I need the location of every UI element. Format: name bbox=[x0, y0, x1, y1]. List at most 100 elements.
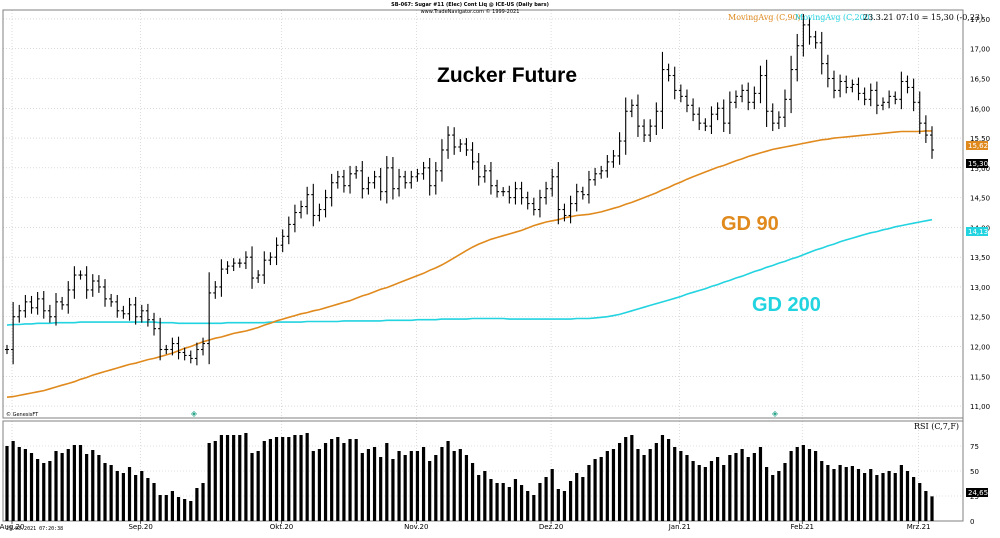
event-marker-1: ◈ bbox=[191, 409, 198, 418]
price-bar-75 bbox=[464, 138, 469, 156]
price-bar-66 bbox=[409, 170, 414, 189]
rsi-bar-37 bbox=[232, 435, 236, 521]
price-bar-57 bbox=[354, 165, 359, 179]
rsi-bar-97 bbox=[599, 457, 603, 521]
rsi-bar-92 bbox=[568, 481, 573, 521]
price-tick-label-4: 13,00 bbox=[970, 284, 990, 292]
rsi-bar-24 bbox=[152, 483, 156, 521]
rsi-bar-150 bbox=[924, 491, 928, 521]
rsi-bar-74 bbox=[458, 449, 462, 521]
rsi-bar-147 bbox=[905, 471, 910, 521]
price-bar-98 bbox=[605, 155, 610, 178]
price-bar-85 bbox=[525, 191, 530, 210]
price-bar-136 bbox=[838, 74, 843, 98]
price-bar-89 bbox=[550, 168, 555, 197]
price-bar-127 bbox=[782, 89, 787, 128]
price-bar-104 bbox=[642, 119, 647, 142]
price-bar-84 bbox=[519, 181, 524, 205]
price-tick-label-5: 13,50 bbox=[970, 254, 990, 262]
price-bar-2 bbox=[17, 304, 22, 323]
rsi-bar-107 bbox=[660, 435, 665, 521]
price-bar-60 bbox=[372, 170, 377, 189]
rsi-bar-125 bbox=[771, 475, 775, 521]
price-bar-8 bbox=[54, 293, 59, 326]
rsi-bar-28 bbox=[176, 497, 181, 521]
price-bar-37 bbox=[231, 258, 236, 272]
price-bar-45 bbox=[280, 229, 285, 253]
price-bar-67 bbox=[415, 168, 420, 182]
rsi-bar-12 bbox=[78, 445, 83, 521]
price-bar-31 bbox=[194, 342, 199, 366]
price-bar-19 bbox=[121, 305, 126, 319]
price-tick-label-9: 15,50 bbox=[970, 135, 990, 143]
price-bar-88 bbox=[544, 181, 549, 205]
price-tick-label-8: 15,00 bbox=[970, 165, 990, 173]
price-bar-62 bbox=[384, 156, 389, 204]
rsi-bar-117 bbox=[722, 465, 726, 521]
price-bar-93 bbox=[574, 183, 579, 212]
rsi-bar-30 bbox=[189, 501, 193, 521]
header-line2: www.TradeNavigator.com © 1999-2021 bbox=[421, 8, 520, 15]
price-bar-116 bbox=[715, 102, 720, 121]
x-label-3: Nov.20 bbox=[404, 523, 428, 531]
price-bar-146 bbox=[899, 71, 904, 110]
x-label-1: Sep.20 bbox=[128, 523, 152, 531]
price-tick-label-2: 12,00 bbox=[970, 344, 990, 352]
rsi-bar-94 bbox=[581, 477, 585, 521]
rsi-bar-13 bbox=[85, 454, 89, 521]
rsi-bar-103 bbox=[636, 449, 640, 521]
price-bar-64 bbox=[397, 168, 402, 197]
price-bar-126 bbox=[776, 111, 781, 130]
price-tick-label-1: 11,50 bbox=[970, 373, 990, 381]
rsi-bar-17 bbox=[109, 465, 113, 521]
rsi-tick-label-2: 50 bbox=[970, 468, 979, 476]
price-bar-135 bbox=[831, 70, 836, 99]
price-tick-label-10: 16,00 bbox=[970, 105, 990, 113]
y-axis-ticks: 11,0011,5012,0012,5013,0013,5014,0014,50… bbox=[970, 16, 990, 526]
rsi-bar-2 bbox=[17, 447, 21, 521]
price-bar-123 bbox=[758, 65, 763, 104]
rsi-bar-54 bbox=[336, 437, 340, 521]
rsi-value-label: 24,65 bbox=[968, 489, 988, 497]
rsi-bar-67 bbox=[415, 451, 420, 521]
price-bar-36 bbox=[225, 261, 230, 275]
rsi-bar-101 bbox=[624, 437, 628, 521]
price-bars bbox=[5, 14, 934, 366]
rsi-bar-121 bbox=[746, 457, 750, 521]
rsi-bar-51 bbox=[317, 449, 322, 521]
ma200-series bbox=[6, 218, 933, 326]
copyright: © GenesisFT bbox=[6, 411, 39, 418]
rsi-bar-39 bbox=[244, 433, 248, 521]
price-bar-21 bbox=[133, 296, 138, 325]
rsi-bar-35 bbox=[219, 435, 224, 521]
rsi-bar-69 bbox=[428, 461, 432, 521]
price-bar-134 bbox=[825, 54, 830, 88]
rsi-bar-79 bbox=[489, 479, 493, 521]
price-bar-11 bbox=[72, 266, 77, 299]
price-bar-105 bbox=[648, 119, 653, 142]
price-bar-90 bbox=[556, 162, 561, 225]
rsi-bar-31 bbox=[195, 488, 199, 521]
price-bar-1 bbox=[11, 302, 16, 365]
frame bbox=[2, 9, 964, 522]
rsi-bar-106 bbox=[654, 443, 658, 521]
price-bar-16 bbox=[103, 279, 108, 307]
price-bar-38 bbox=[237, 258, 242, 268]
rsi-bar-81 bbox=[501, 483, 505, 521]
rsi-bar-62 bbox=[385, 443, 389, 521]
price-bar-131 bbox=[807, 17, 812, 45]
rsi-bar-99 bbox=[611, 449, 616, 521]
rsi-bar-84 bbox=[519, 485, 524, 521]
rsi-bar-118 bbox=[728, 455, 732, 521]
rsi-bar-43 bbox=[268, 439, 273, 521]
rsi-bar-29 bbox=[183, 499, 187, 521]
price-bar-94 bbox=[580, 186, 585, 200]
rsi-bar-5 bbox=[36, 459, 40, 521]
price-bar-74 bbox=[458, 139, 463, 152]
rsi-bar-60 bbox=[372, 447, 377, 521]
price-bar-77 bbox=[476, 153, 481, 186]
price-bar-51 bbox=[317, 203, 322, 222]
rsi-bar-119 bbox=[734, 453, 738, 521]
header-line1: SB-067: Sugar #11 (Elec) Cont Liq @ ICE-… bbox=[391, 2, 549, 8]
price-bar-24 bbox=[152, 312, 157, 336]
